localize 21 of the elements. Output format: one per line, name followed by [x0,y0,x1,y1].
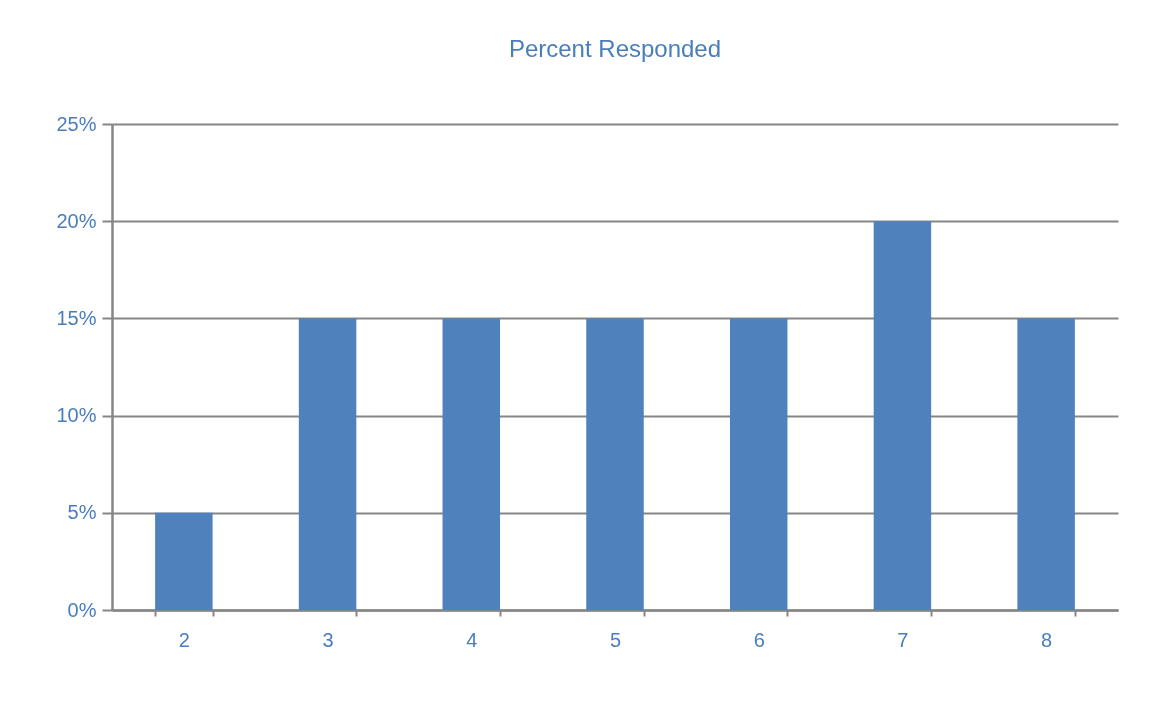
y-tick-label: 25% [56,112,97,135]
x-tick-label: 3 [322,628,334,651]
x-tick-label: 2 [178,628,190,651]
bar [586,318,644,610]
y-tick-label: 5% [67,501,97,524]
x-tick-label: 4 [466,628,478,651]
x-tick-label: 8 [1041,628,1053,651]
bar [155,512,213,610]
bar [1017,318,1075,610]
x-tick-label: 7 [897,628,909,651]
chart-title: Percent Responded [508,35,722,62]
x-tick-label: 6 [753,628,765,651]
y-tick-label: 0% [67,598,97,621]
bar [873,221,932,610]
x-tick-label: 5 [609,628,622,651]
y-tick-label: 20% [56,209,97,232]
y-tick-label: 15% [56,306,97,329]
bar [298,318,357,610]
y-tick-label: 10% [56,404,97,427]
bar [442,318,501,610]
bar [729,318,788,610]
